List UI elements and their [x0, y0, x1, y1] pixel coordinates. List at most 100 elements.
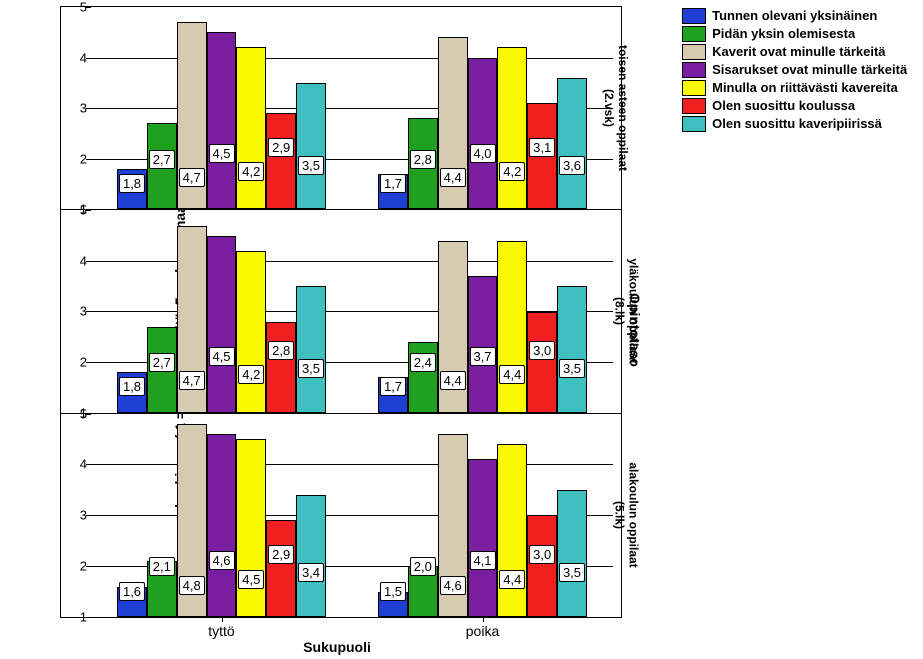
panel: alakoulun oppilaat(5.lk)123451,62,14,84,… — [61, 414, 621, 617]
bar-value-label: 4,4 — [440, 371, 466, 390]
bar-value-label: 4,5 — [238, 570, 264, 589]
legend-swatch — [682, 62, 706, 78]
bar — [497, 241, 527, 413]
bar — [266, 520, 296, 617]
bar — [207, 236, 237, 413]
bar-value-label: 2,7 — [149, 353, 175, 372]
bar-value-label: 2,8 — [268, 341, 294, 360]
bar-value-label: 3,7 — [469, 347, 495, 366]
bar-value-label: 4,4 — [499, 570, 525, 589]
bar-value-label: 2,4 — [410, 353, 436, 372]
legend-item: Kaverit ovat minulle tärkeitä — [682, 44, 923, 60]
y-tick-mark — [86, 515, 91, 516]
x-category-label: tyttö — [208, 623, 234, 639]
bar-value-label: 1,8 — [119, 174, 145, 193]
bar-value-label: 3,0 — [529, 545, 555, 564]
bar-value-label: 4,1 — [469, 551, 495, 570]
y-tick-label: 5 — [69, 203, 87, 218]
bar-value-label: 1,7 — [380, 174, 406, 193]
legend-swatch — [682, 98, 706, 114]
legend-item: Olen suosittu kaveripiirissä — [682, 116, 923, 132]
y-tick-label: 3 — [69, 304, 87, 319]
bar — [236, 439, 266, 617]
bar-value-label: 1,7 — [380, 377, 406, 396]
legend-item: Tunnen olevani yksinäinen — [682, 8, 923, 24]
legend-swatch — [682, 8, 706, 24]
gridline — [91, 58, 613, 59]
bar — [497, 444, 527, 617]
gridline — [91, 261, 613, 262]
bar — [557, 490, 587, 617]
bar — [527, 312, 557, 413]
legend-label: Pidän yksin olemisesta — [712, 26, 855, 42]
y-tick-label: 5 — [69, 0, 87, 15]
y-tick-mark — [86, 464, 91, 465]
y-tick-mark — [86, 159, 91, 160]
bar — [236, 47, 266, 209]
chart-plot-area: keskiarvo ( 1 = olen eri mieltä, 5 = ole… — [0, 0, 674, 659]
bar-value-label: 4,8 — [179, 576, 205, 595]
bar-value-label: 2,1 — [149, 557, 175, 576]
legend-swatch — [682, 116, 706, 132]
bar — [266, 113, 296, 209]
y-tick-label: 5 — [69, 406, 87, 421]
y-tick-mark — [86, 617, 91, 618]
y-tick-mark — [86, 58, 91, 59]
x-category-label: poika — [466, 623, 499, 639]
bar-value-label: 2,9 — [268, 138, 294, 157]
y-tick-label: 3 — [69, 508, 87, 523]
bar — [527, 515, 557, 617]
bar-value-label: 3,0 — [529, 341, 555, 360]
legend-label: Minulla on riittävästi kavereita — [712, 80, 898, 96]
panel-right-label: yläkoulun oppilaat(8.lk) — [612, 259, 640, 364]
y-tick-mark — [86, 7, 91, 8]
bar-value-label: 4,4 — [499, 365, 525, 384]
chart-container: keskiarvo ( 1 = olen eri mieltä, 5 = ole… — [0, 0, 923, 659]
y-tick-mark — [86, 566, 91, 567]
legend-label: Olen suosittu koulussa — [712, 98, 855, 114]
bar-value-label: 3,5 — [559, 359, 585, 378]
bar — [207, 434, 237, 617]
bar-value-label: 3,1 — [529, 138, 555, 157]
bar-value-label: 4,7 — [179, 168, 205, 187]
y-tick-mark — [86, 108, 91, 109]
bar-value-label: 4,6 — [208, 551, 234, 570]
bar — [557, 78, 587, 210]
legend-swatch — [682, 44, 706, 60]
bar-value-label: 2,9 — [268, 545, 294, 564]
y-tick-mark — [86, 362, 91, 363]
bar-value-label: 4,6 — [440, 576, 466, 595]
plot-region: 123451,82,74,74,54,22,83,51,72,44,43,74,… — [91, 210, 613, 412]
bar — [468, 276, 498, 413]
legend-label: Tunnen olevani yksinäinen — [712, 8, 877, 24]
bar — [468, 58, 498, 210]
bar — [468, 459, 498, 617]
bar-value-label: 4,5 — [208, 144, 234, 163]
bar — [296, 83, 326, 209]
panel: toisen asteen oppilaat(2.vsk)123451,82,7… — [61, 7, 621, 210]
panel-right-label: alakoulun oppilaat(5.lk) — [612, 463, 640, 568]
bar — [207, 32, 237, 209]
y-tick-label: 1 — [69, 609, 87, 624]
bar-value-label: 3,5 — [559, 563, 585, 582]
legend-label: Olen suosittu kaveripiirissä — [712, 116, 882, 132]
legend-label: Kaverit ovat minulle tärkeitä — [712, 44, 885, 60]
bar — [266, 322, 296, 413]
bar — [557, 286, 587, 412]
y-tick-label: 4 — [69, 50, 87, 65]
bar-value-label: 3,6 — [559, 156, 585, 175]
bar-value-label: 2,8 — [410, 150, 436, 169]
legend: Tunnen olevani yksinäinen Pidän yksin ole… — [674, 0, 923, 659]
x-tick-mark — [222, 617, 223, 622]
bar-value-label: 4,2 — [499, 162, 525, 181]
bar-value-label: 3,5 — [298, 156, 324, 175]
bar-value-label: 4,2 — [238, 365, 264, 384]
panels-grid: toisen asteen oppilaat(2.vsk)123451,82,7… — [60, 6, 622, 618]
bar-value-label: 3,5 — [298, 359, 324, 378]
y-tick-mark — [86, 311, 91, 312]
y-tick-mark — [86, 210, 91, 211]
plot-region: 123451,62,14,84,64,52,93,4tyttö1,52,04,6… — [91, 414, 613, 617]
bar — [296, 495, 326, 617]
bar-value-label: 4,5 — [208, 347, 234, 366]
plot-region: 123451,82,74,74,54,22,93,51,72,84,44,04,… — [91, 7, 613, 209]
